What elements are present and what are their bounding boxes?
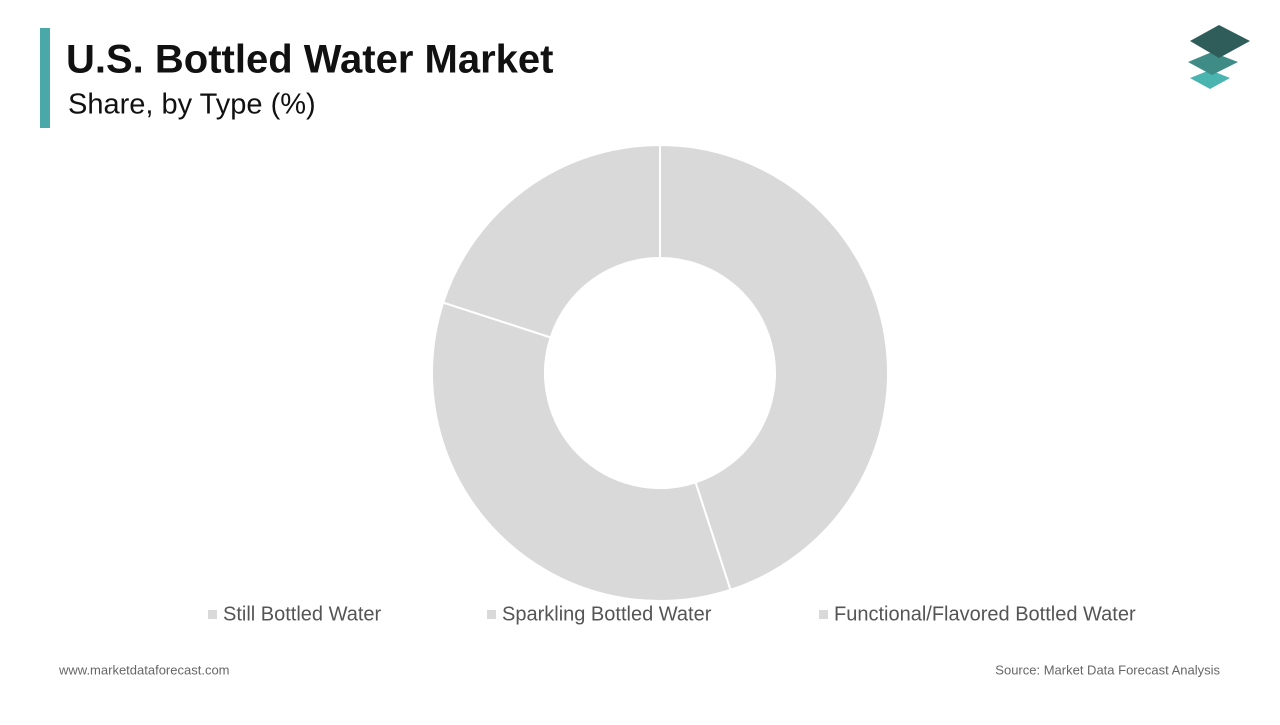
legend-swatch bbox=[487, 610, 496, 619]
legend-label: Still Bottled Water bbox=[223, 603, 382, 625]
legend-swatch bbox=[819, 610, 828, 619]
chart-title: U.S. Bottled Water Market bbox=[66, 38, 553, 82]
title-accent bbox=[40, 28, 50, 128]
website: www.marketdataforecast.com bbox=[58, 662, 230, 677]
donut-segment bbox=[441, 143, 661, 339]
legend-swatch bbox=[208, 610, 217, 619]
donut-segment bbox=[431, 301, 732, 602]
logo bbox=[1188, 25, 1250, 89]
source: Source: Market Data Forecast Analysis bbox=[995, 662, 1220, 677]
chart-subtitle: Share, by Type (%) bbox=[68, 89, 316, 121]
donut-segment bbox=[659, 143, 889, 592]
legend-label: Sparkling Bottled Water bbox=[502, 603, 712, 625]
legend-label: Functional/Flavored Bottled Water bbox=[834, 603, 1136, 625]
